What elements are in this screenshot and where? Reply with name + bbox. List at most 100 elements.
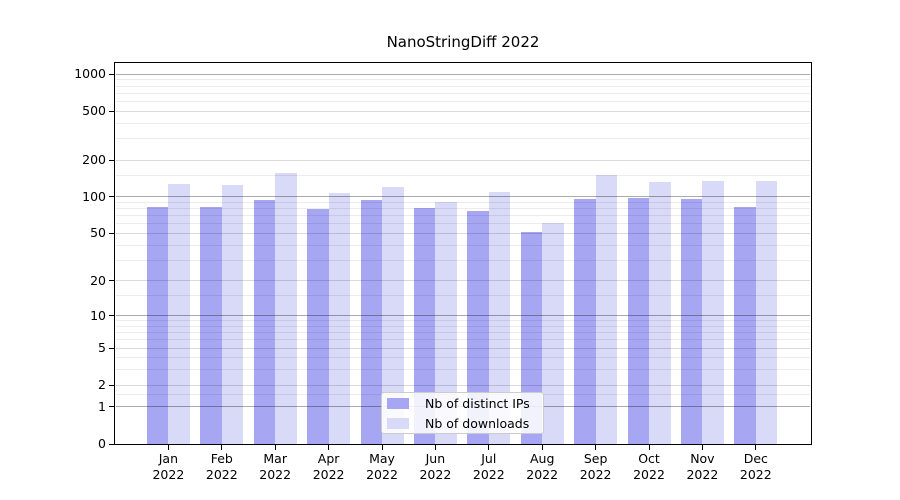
gridline-40 [116, 244, 810, 246]
gridline-150 [116, 174, 810, 176]
gridline-900 [116, 79, 810, 81]
x-tick-label-jun: Jun 2022 [419, 451, 452, 482]
gridline-2 [116, 384, 810, 386]
gridline-30 [116, 259, 810, 261]
x-tick-mark-jun [434, 445, 436, 450]
bar-distinct-ips-dec [734, 206, 756, 444]
x-tick-label-feb: Feb 2022 [205, 451, 238, 482]
gridline-50 [116, 232, 810, 234]
legend-swatch-downloads [387, 417, 409, 429]
gridline-90 [116, 201, 810, 203]
gridline-800 [116, 85, 810, 87]
y-tick-label-20: 20 [90, 272, 106, 288]
gridline-5 [116, 347, 810, 349]
x-tick-mark-mar [274, 445, 276, 450]
y-tick-label-100: 100 [82, 188, 106, 204]
y-tick-mark-500 [109, 110, 115, 112]
bar-distinct-ips-nov [680, 199, 703, 444]
legend-item-distinct-ips: Nb of distinct IPs [387, 393, 543, 413]
gridline-3 [116, 369, 810, 371]
gridline-700 [116, 92, 810, 94]
bar-downloads-mar [275, 172, 297, 444]
legend-label-distinct-ips: Nb of distinct IPs [425, 395, 530, 411]
gridline-100 [116, 196, 810, 198]
x-tick-mark-jan [167, 445, 169, 450]
gridline-80 [116, 208, 810, 210]
bar-downloads-jun [435, 201, 457, 444]
y-tick-label-50: 50 [90, 225, 106, 241]
x-tick-mark-nov [701, 445, 703, 450]
bar-downloads-feb [221, 185, 244, 444]
bar-downloads-nov [702, 180, 724, 444]
x-tick-label-oct: Oct 2022 [633, 451, 665, 482]
bar-downloads-may [382, 187, 404, 444]
legend-item-downloads: Nb of downloads [387, 413, 543, 433]
x-tick-label-mar: Mar 2022 [259, 451, 292, 482]
y-tick-mark-10 [109, 315, 115, 317]
y-tick-label-1000: 1000 [74, 66, 106, 82]
gridline-60 [116, 223, 810, 225]
gridline-7 [116, 332, 810, 334]
legend-swatch-distinct-ips [387, 397, 409, 409]
y-tick-label-500: 500 [82, 103, 106, 119]
gridline-9 [116, 320, 810, 322]
y-tick-mark-200 [109, 159, 115, 161]
bar-distinct-ips-mar [253, 200, 276, 444]
y-tick-mark-2 [109, 384, 115, 386]
y-tick-label-2: 2 [98, 377, 106, 393]
gridline-20 [116, 280, 810, 282]
x-tick-mark-oct [648, 445, 650, 450]
gridline-500 [116, 110, 810, 112]
x-tick-label-nov: Nov 2022 [686, 451, 719, 482]
y-tick-mark-20 [109, 280, 115, 282]
gridline-200 [116, 159, 810, 161]
gridline-70 [116, 215, 810, 217]
x-tick-mark-may [381, 445, 383, 450]
y-tick-mark-100 [109, 196, 115, 198]
x-tick-label-sep: Sep 2022 [579, 451, 612, 482]
legend-label-downloads: Nb of downloads [425, 415, 530, 431]
bar-downloads-aug [542, 223, 564, 444]
y-tick-mark-5 [109, 347, 115, 349]
x-tick-label-jan: Jan 2022 [152, 451, 185, 482]
x-tick-label-jul: Jul 2022 [472, 451, 505, 482]
y-tick-label-0: 0 [98, 436, 106, 451]
chart-title: NanoStringDiff 2022 [386, 33, 540, 51]
y-tick-mark-1 [109, 406, 115, 408]
plot-area [115, 63, 811, 444]
bar-distinct-ips-apr [307, 209, 329, 444]
bar-distinct-ips-jul [467, 211, 489, 444]
gridline-6 [116, 339, 810, 341]
x-tick-mark-apr [328, 445, 330, 450]
bar-downloads-oct [649, 182, 671, 444]
gridline-400 [116, 122, 810, 124]
gridline-15 [116, 295, 810, 297]
y-tick-label-1: 1 [98, 398, 106, 414]
bar-distinct-ips-sep [574, 199, 596, 444]
gridline-1000 [116, 73, 810, 75]
bar-distinct-ips-aug [520, 232, 543, 444]
y-tick-label-10: 10 [90, 307, 106, 323]
y-tick-label-5: 5 [98, 340, 106, 356]
gridline-4 [116, 357, 810, 359]
x-tick-mark-dec [755, 445, 757, 450]
x-tick-label-aug: Aug 2022 [526, 451, 559, 482]
x-tick-label-apr: Apr 2022 [312, 451, 345, 482]
bar-distinct-ips-may [360, 199, 382, 444]
bar-downloads-dec [755, 181, 778, 444]
y-tick-mark-1000 [109, 73, 115, 75]
gridline-600 [116, 100, 810, 102]
bar-distinct-ips-jan [146, 206, 169, 444]
bar-downloads-jan [168, 183, 190, 444]
x-tick-mark-aug [541, 445, 543, 450]
x-tick-mark-jul [488, 445, 490, 450]
x-tick-label-dec: Dec 2022 [739, 451, 772, 482]
y-tick-mark-0 [109, 443, 115, 445]
bar-downloads-apr [328, 193, 351, 444]
gridline-8 [116, 325, 810, 327]
x-tick-label-may: May 2022 [366, 451, 398, 482]
bar-downloads-jul [488, 192, 511, 444]
bar-distinct-ips-feb [200, 206, 222, 444]
bar-downloads-sep [595, 174, 618, 444]
